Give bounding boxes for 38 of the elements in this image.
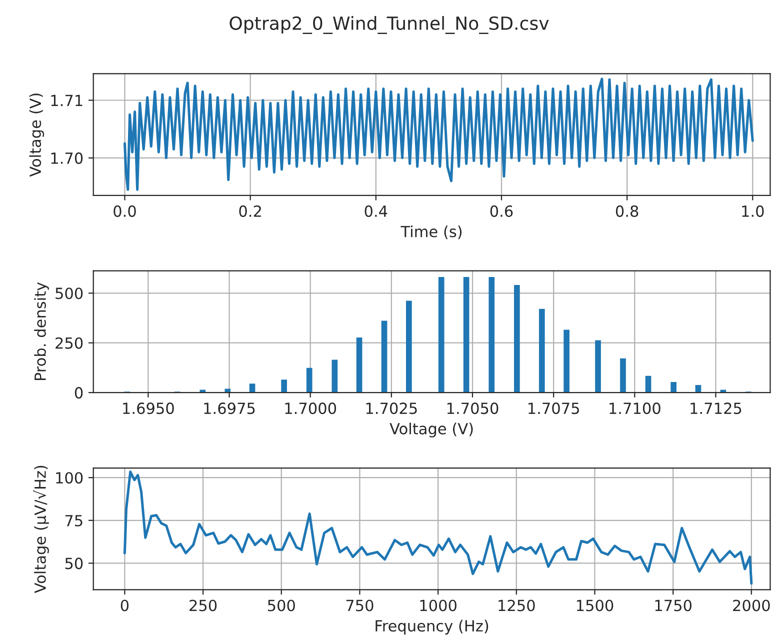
x-tick-label: 0.2 — [239, 205, 261, 217]
y-tick-label: 100 — [56, 472, 83, 484]
y-axis-title: Voltage (V) — [29, 94, 44, 177]
x-tick-label: 0.6 — [490, 205, 513, 217]
x-tick-label: 1750 — [655, 600, 692, 612]
x-axis-title: Voltage (V) — [390, 422, 473, 438]
x-tick-label: 1500 — [576, 600, 614, 612]
x-axis-title: Time (s) — [400, 225, 462, 240]
x-tick-label: 500 — [268, 600, 295, 612]
x-tick-label: 750 — [346, 600, 374, 612]
x-tick-label: 1000 — [420, 600, 456, 612]
chart-title: Optrap2_0_Wind_Tunnel_No_SD.csv — [230, 16, 549, 34]
x-tick-label: 0.4 — [364, 205, 388, 217]
x-tick-label: 1.7050 — [447, 402, 498, 414]
x-tick-label: 1250 — [498, 600, 535, 612]
x-tick-label: 1.7025 — [366, 402, 417, 414]
x-tick-label: 1.7125 — [690, 402, 742, 414]
x-tick-label: 1.7000 — [285, 402, 336, 414]
y-tick-label: 0 — [74, 387, 83, 399]
x-tick-label: 1.7100 — [610, 402, 660, 414]
x-tick-label: 1.6975 — [204, 402, 255, 414]
x-tick-label: 2000 — [733, 600, 770, 612]
y-tick-label: 1.70 — [51, 152, 83, 164]
x-tick-label: 1.7075 — [528, 402, 579, 414]
x-tick-label: 0.0 — [114, 205, 136, 217]
y-tick-label: 500 — [56, 288, 83, 300]
y-axis-title: Prob. density — [34, 282, 49, 380]
y-axis-title: Voltage (μV/√Hz) — [33, 466, 49, 594]
y-tick-label: 50 — [65, 558, 83, 570]
x-axis-title: Frequency (Hz) — [376, 620, 488, 635]
x-tick-label: 250 — [190, 600, 217, 612]
x-tick-label: 0.8 — [616, 205, 638, 217]
y-tick-label: 75 — [65, 515, 82, 526]
x-tick-label: 1.0 — [742, 205, 764, 217]
x-tick-label: 0 — [120, 600, 129, 612]
x-tick-label: 1.6950 — [123, 402, 174, 414]
y-tick-label: 1.71 — [51, 94, 82, 106]
y-tick-label: 250 — [56, 337, 83, 349]
